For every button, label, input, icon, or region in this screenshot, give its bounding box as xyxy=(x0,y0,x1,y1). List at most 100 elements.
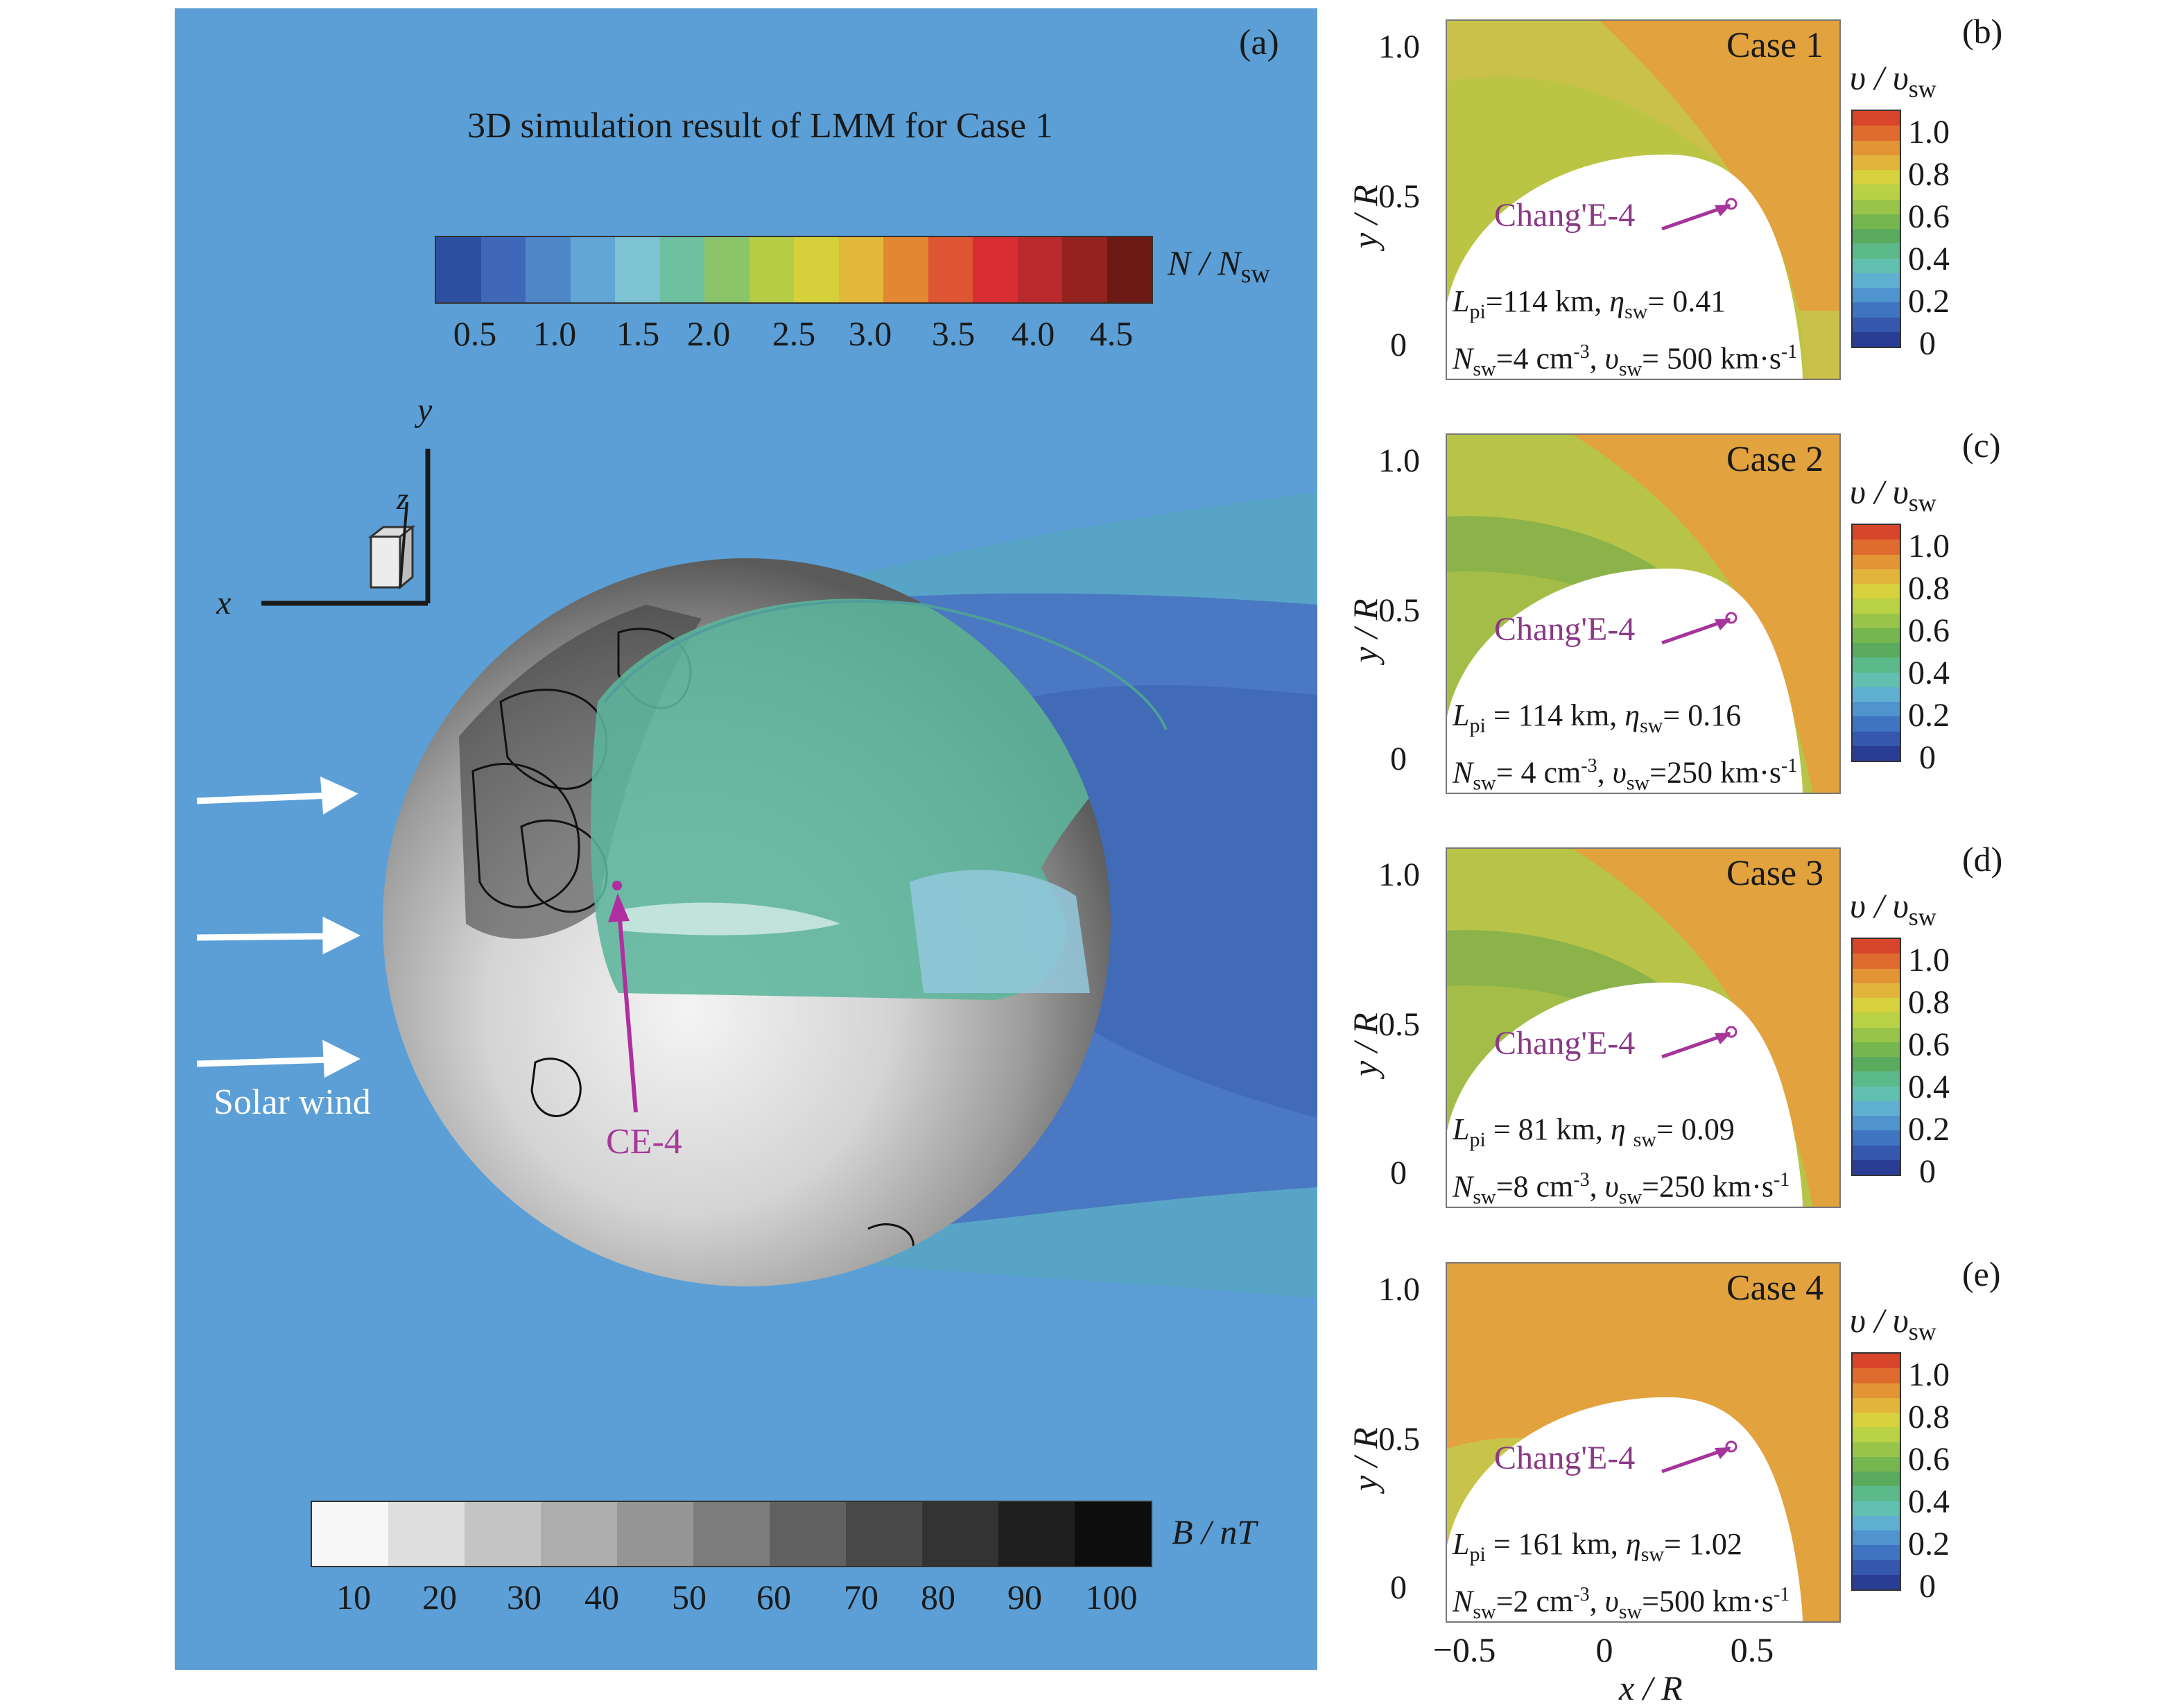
b-colorbar-label: B / nT xyxy=(1172,1512,1257,1551)
chang-e4-arrow xyxy=(1661,1440,1737,1474)
b-colorbar-tick: 20 xyxy=(422,1578,457,1616)
density-colorbar-segment xyxy=(838,237,883,302)
velocity-colorbar-tick: 0.2 xyxy=(1908,283,1950,320)
velocity-colorbar-segment xyxy=(1853,1456,1900,1472)
velocity-colorbar xyxy=(1851,938,1901,1176)
param-line-1: Lpi = 161 km, ηsw= 1.02 xyxy=(1453,1527,1742,1566)
density-colorbar-segment xyxy=(1062,237,1107,302)
velocity-panel-frame xyxy=(1446,847,1841,1208)
velocity-colorbar-tick: 1.0 xyxy=(1908,942,1950,978)
b-colorbar-tick: 100 xyxy=(1085,1578,1138,1616)
y-tick-label: 0 xyxy=(1390,1569,1407,1606)
velocity-colorbar-segment xyxy=(1853,1397,1900,1413)
velocity-colorbar-tick: 1.0 xyxy=(1908,1356,1950,1393)
velocity-colorbar-segment xyxy=(1853,1574,1900,1589)
velocity-colorbar-segment xyxy=(1853,111,1900,126)
velocity-colorbar-segment xyxy=(1853,288,1900,303)
y-tick-label: 0.5 xyxy=(1378,592,1420,629)
velocity-colorbar-segment xyxy=(1853,569,1900,584)
velocity-colorbar-segment xyxy=(1853,273,1900,288)
density-colorbar-segment xyxy=(928,237,973,302)
b-colorbar-segment xyxy=(388,1502,465,1566)
b-colorbar-segment xyxy=(770,1502,846,1566)
y-tick-label: 0 xyxy=(1390,741,1407,777)
velocity-colorbar-tick: 0 xyxy=(1919,325,1936,362)
velocity-colorbar-segment xyxy=(1853,998,1900,1013)
velocity-colorbar-tick: 0.6 xyxy=(1908,198,1950,235)
density-colorbar-segment xyxy=(749,237,794,302)
b-colorbar-tick: 70 xyxy=(844,1578,878,1616)
case-title: Case 4 xyxy=(1726,1268,1824,1308)
b-colorbar-tick: 50 xyxy=(672,1578,707,1616)
y-tick-label: 1.0 xyxy=(1378,28,1420,65)
coordinate-axes-icon xyxy=(261,449,431,606)
b-field-colorbar xyxy=(311,1501,1152,1567)
velocity-colorbar-segment xyxy=(1853,613,1900,628)
velocity-colorbar-segment xyxy=(1853,214,1900,229)
velocity-colorbar-segment xyxy=(1853,1354,1900,1369)
density-colorbar-tick: 1.5 xyxy=(616,314,660,353)
main-simulation-panel: (a) 3D simulation result of LMM for Case… xyxy=(175,8,1317,1670)
velocity-colorbar-segment xyxy=(1853,657,1900,673)
velocity-colorbar-segment xyxy=(1853,702,1900,717)
velocity-colorbar-segment xyxy=(1853,1086,1900,1101)
panel-letter: (d) xyxy=(1962,840,2003,879)
panel-letter: (e) xyxy=(1962,1254,2001,1293)
density-colorbar-segment xyxy=(704,237,749,302)
x-axis-label: x / R xyxy=(1619,1668,1683,1707)
density-colorbar-segment xyxy=(1017,237,1062,302)
velocity-colorbar-segment xyxy=(1853,731,1900,746)
velocity-colorbar-tick: 0.4 xyxy=(1908,655,1950,691)
velocity-colorbar-tick: 0.6 xyxy=(1908,612,1950,649)
velocity-colorbar-segment xyxy=(1853,199,1900,214)
y-axis-label: y / R xyxy=(1346,1012,1385,1076)
velocity-colorbar-segment xyxy=(1853,331,1900,347)
velocity-colorbar-tick: 0.8 xyxy=(1908,570,1950,607)
density-colorbar-segment xyxy=(883,237,928,302)
velocity-colorbar-segment xyxy=(1853,954,1900,969)
ce4-pointer-line xyxy=(617,911,638,1113)
x-tick-label: −0.5 xyxy=(1432,1630,1496,1669)
b-colorbar-segment xyxy=(846,1502,922,1566)
b-colorbar-tick: 10 xyxy=(336,1578,371,1616)
velocity-panel-frame xyxy=(1446,19,1841,380)
velocity-colorbar-segment xyxy=(1853,1130,1900,1146)
chang-e4-arrow xyxy=(1661,198,1737,231)
velocity-colorbar-tick: 0.8 xyxy=(1908,984,1950,1021)
velocity-colorbar-segment xyxy=(1853,1486,1900,1501)
velocity-colorbar-segment xyxy=(1853,554,1900,569)
velocity-colorbar-segment xyxy=(1853,643,1900,658)
velocity-colorbar-segment xyxy=(1853,170,1900,185)
b-colorbar-segment xyxy=(541,1502,617,1566)
velocity-colorbar-tick: 0.6 xyxy=(1908,1441,1950,1478)
y-axis-label: y / R xyxy=(1346,184,1385,248)
chang-e4-arrow xyxy=(1661,612,1737,645)
axis-label-y: y xyxy=(417,392,433,429)
b-colorbar-segment xyxy=(1075,1502,1151,1566)
case-parameters: Lpi = 161 km, ηsw= 1.02 Nsw=2 cm-3, υsw=5… xyxy=(1453,1524,1789,1632)
velocity-colorbar-segment xyxy=(1853,1116,1900,1131)
velocity-colorbar-segment xyxy=(1853,1159,1900,1175)
density-colorbar-tick: 3.0 xyxy=(848,314,892,353)
density-colorbar-label: N / Nsw xyxy=(1168,243,1270,288)
velocity-colorbar-label: υ / υsw xyxy=(1850,472,1936,517)
panel-letter: (c) xyxy=(1962,426,2001,465)
velocity-colorbar-segment xyxy=(1853,229,1900,244)
velocity-colorbar-segment xyxy=(1853,687,1900,702)
b-colorbar-tick: 40 xyxy=(584,1578,619,1616)
y-tick-label: 0.5 xyxy=(1378,178,1420,215)
panel-letter-a: (a) xyxy=(1239,23,1279,62)
density-colorbar-segment xyxy=(570,237,615,302)
velocity-colorbar-segment xyxy=(1853,1368,1900,1383)
velocity-colorbar-segment xyxy=(1853,243,1900,259)
velocity-panel-case-1 xyxy=(1446,19,1841,380)
y-tick-label: 1.0 xyxy=(1378,856,1420,893)
density-colorbar-tick: 2.5 xyxy=(772,314,816,353)
velocity-colorbar-segment xyxy=(1853,1442,1900,1457)
velocity-colorbar-segment xyxy=(1853,1530,1900,1546)
param-line-1: Lpi = 81 km, η sw= 0.09 xyxy=(1453,1112,1735,1151)
solar-wind-arrows xyxy=(196,776,361,1078)
velocity-colorbar-segment xyxy=(1853,745,1900,761)
y-tick-label: 0.5 xyxy=(1378,1421,1420,1458)
velocity-colorbar-tick: 0.2 xyxy=(1908,1111,1950,1148)
